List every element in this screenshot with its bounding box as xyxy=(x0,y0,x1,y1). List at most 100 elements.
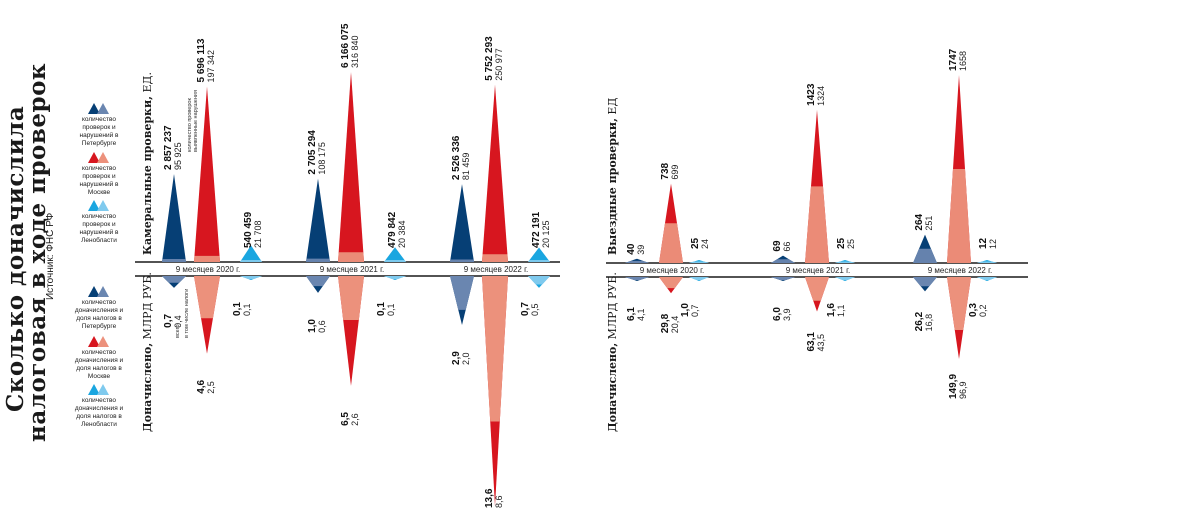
triangle-additional-msk-taxes xyxy=(482,276,508,422)
legend-item-lo-checks: количество проверок и нарушений в Ленобл… xyxy=(68,200,130,245)
checks-total-label: 6 166 075 xyxy=(340,23,351,68)
checks-part-label: 250 977 xyxy=(494,48,504,81)
triangle-checks-spb-violations xyxy=(450,259,474,262)
triangle-checks-spb-violations xyxy=(162,259,186,262)
triangle-checks-lo-violations xyxy=(977,261,997,263)
checks-part-label: 20 384 xyxy=(397,220,407,248)
triangle-additional-msk-taxes xyxy=(947,277,971,331)
triangle-additional-spb-taxes xyxy=(771,277,795,280)
triangle-checks-lo-violations xyxy=(835,261,855,263)
triangle-checks-msk-violations xyxy=(947,169,971,263)
triangle-additional-msk-taxes xyxy=(194,276,220,319)
period-label: 9 месяцев 2021 г. xyxy=(320,265,385,274)
checks-part-label: 12 xyxy=(988,239,998,249)
checks-part-label: 251 xyxy=(924,216,934,231)
triangle-checks-spb-violations xyxy=(771,259,795,263)
checks-part-label: 699 xyxy=(670,165,680,180)
legend-item-msk-checks: количество проверок и нарушений в Москве xyxy=(68,152,130,197)
period-label: 9 месяцев 2020 г. xyxy=(640,266,705,275)
annotation-checks-count: количество проверок xyxy=(187,98,193,152)
checks-total-label: 69 xyxy=(772,240,783,252)
additional-part-label: 43,5 xyxy=(816,334,826,352)
additional-part-label: 96,9 xyxy=(958,381,968,399)
checks-part-label: 21 708 xyxy=(253,220,263,248)
triangle-additional-msk-taxes xyxy=(805,277,829,301)
legend-label: количество доначисления и доля налогов в… xyxy=(74,349,124,380)
legend-label: количество доначисления и доля налогов в… xyxy=(74,397,124,428)
checks-part-label: 39 xyxy=(636,245,646,255)
checks-total-label: 264 xyxy=(914,213,925,230)
period-label: 9 месяцев 2021 г. xyxy=(786,266,851,275)
checks-part-label: 108 175 xyxy=(317,142,327,175)
checks-total-label: 1423 xyxy=(806,83,817,106)
checks-part-label: 95 925 xyxy=(173,142,183,170)
checks-total-label: 25 xyxy=(836,237,847,249)
triangle-checks-lo-violations xyxy=(528,260,550,262)
triangle-additional-lo-taxes xyxy=(384,276,406,279)
additional-total-label: 6,1 xyxy=(626,307,637,321)
additional-total-label: 0,1 xyxy=(232,302,243,316)
checks-total-label: 25 xyxy=(690,237,701,249)
triangle-checks-spb-total xyxy=(162,173,186,262)
period-label: 9 месяцев 2022 г. xyxy=(464,265,529,274)
annotation-violations: выявленные нарушения xyxy=(193,90,199,152)
legend-label: количество доначисления и доля налогов в… xyxy=(74,299,124,330)
triangle-checks-spb-total xyxy=(306,178,330,262)
checks-total-label: 540 459 xyxy=(243,211,254,248)
triangle-checks-lo-total xyxy=(528,247,550,262)
additional-part-label: 8,6 xyxy=(494,495,504,508)
additional-part-label: 1,1 xyxy=(836,304,846,317)
additional-part-label: 2,0 xyxy=(461,353,471,366)
period-label: 9 месяцев 2022 г. xyxy=(928,266,993,275)
checks-part-label: 1658 xyxy=(958,51,968,71)
checks-part-label: 20 125 xyxy=(541,220,551,248)
checks-part-label: 24 xyxy=(700,239,710,249)
additional-part-label: 0,1 xyxy=(386,303,396,316)
checks-total-label: 12 xyxy=(978,237,989,249)
triangle-checks-spb-violations xyxy=(625,260,649,263)
additional-total-label: 149,9 xyxy=(948,374,959,399)
legend-label: количество проверок и нарушений в Петерб… xyxy=(79,116,119,147)
triangle-up-red-icon xyxy=(88,152,109,163)
additional-total-label: 29,8 xyxy=(660,313,671,333)
annotation-incl-taxes: в том числе налоги xyxy=(184,289,190,338)
period-label: 9 месяцев 2020 г. xyxy=(176,265,241,274)
checks-total-label: 472 191 xyxy=(531,211,542,248)
checks-part-label: 66 xyxy=(782,242,792,252)
additional-part-label: 0,6 xyxy=(317,320,327,333)
additional-part-label: 2,6 xyxy=(350,413,360,426)
triangle-checks-lo-violations xyxy=(384,260,406,262)
checks-total-label: 2 857 237 xyxy=(163,125,174,170)
checks-total-label: 479 842 xyxy=(387,211,398,248)
triangle-checks-lo-total xyxy=(240,245,262,262)
triangle-checks-msk-violations xyxy=(482,254,508,262)
checks-part-label: 1324 xyxy=(816,86,826,106)
triangle-additional-lo-taxes xyxy=(528,276,550,285)
additional-total-label: 4,6 xyxy=(196,379,207,393)
triangle-additional-msk-taxes xyxy=(338,276,364,320)
triangle-additional-lo-taxes xyxy=(977,277,997,280)
additional-part-label: 0,2 xyxy=(978,304,988,317)
triangle-up-lightblue-icon xyxy=(88,384,109,395)
additional-total-label: 1,0 xyxy=(307,319,318,333)
triangle-up-blue-icon xyxy=(88,286,109,297)
additional-total-label: 1,6 xyxy=(826,303,837,317)
triangle-additional-spb-taxes xyxy=(306,276,330,287)
checks-part-label: 197 342 xyxy=(206,50,216,83)
checks-total-label: 5 696 113 xyxy=(196,38,207,82)
triangle-checks-msk-violations xyxy=(338,252,364,262)
checks-total-label: 2 705 294 xyxy=(307,130,318,175)
triangle-additional-lo-taxes xyxy=(240,276,262,279)
additional-part-label: 0,5 xyxy=(530,303,540,316)
additional-total-label: 0,1 xyxy=(376,302,387,316)
triangle-checks-msk-total xyxy=(338,72,364,262)
legend-label: количество проверок и нарушений в Ленобл… xyxy=(79,213,119,244)
checks-total-label: 40 xyxy=(626,243,637,255)
triangle-checks-lo-violations xyxy=(240,260,262,262)
additional-part-label: 0,7 xyxy=(690,304,700,317)
triangle-checks-msk-total xyxy=(194,86,220,263)
triangle-additional-spb-taxes xyxy=(162,276,186,283)
triangle-checks-lo-total xyxy=(384,247,406,262)
legend-label: количество проверок и нарушений в Москве xyxy=(79,165,119,196)
